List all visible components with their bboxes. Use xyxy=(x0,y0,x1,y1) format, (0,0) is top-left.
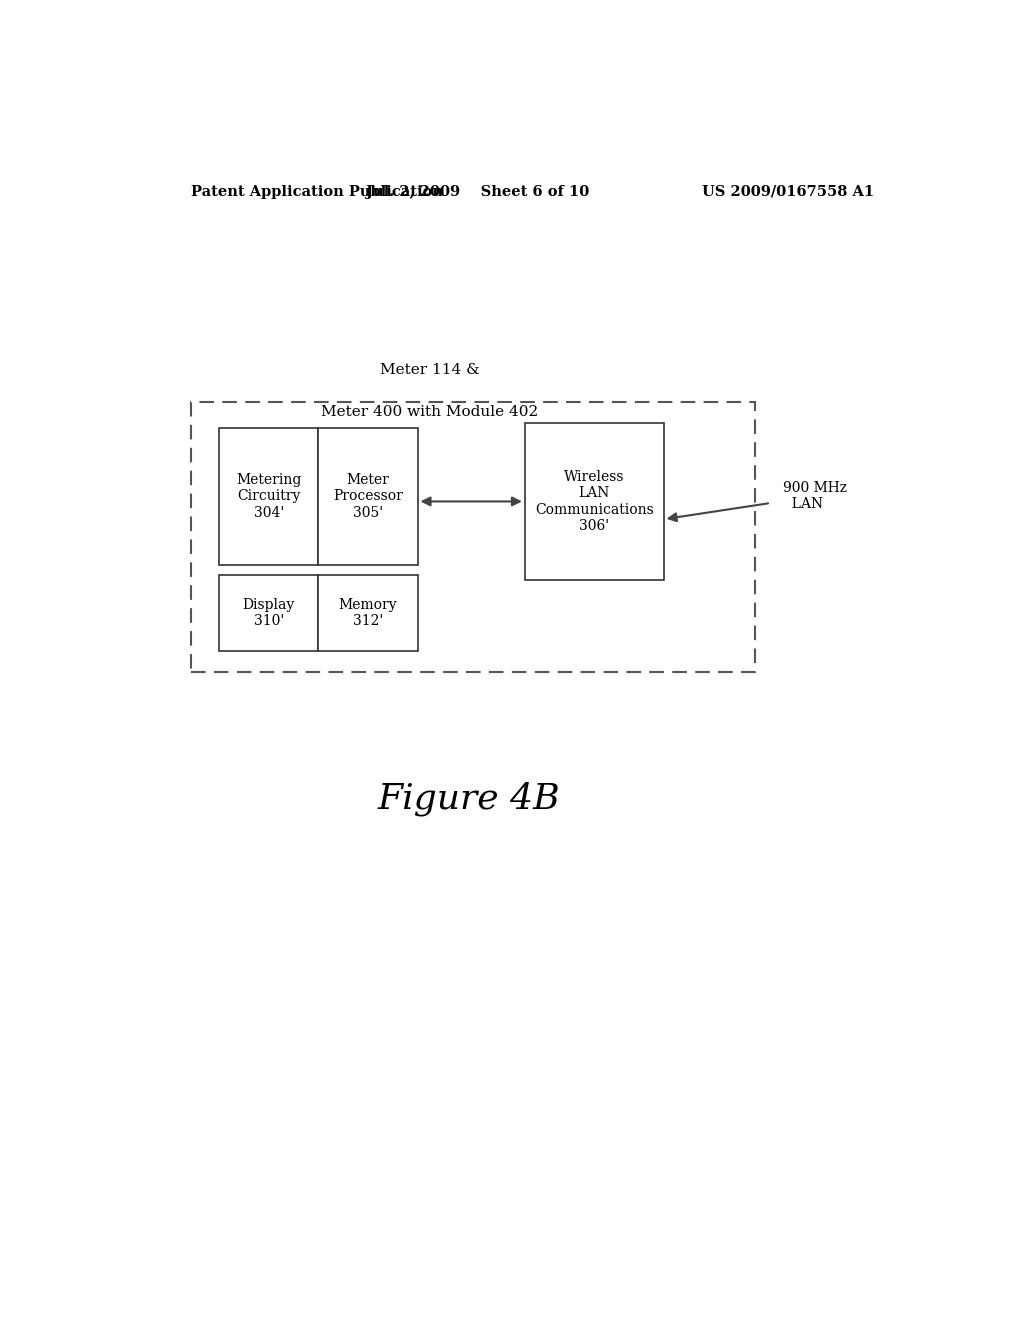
Bar xyxy=(219,576,318,651)
Bar xyxy=(318,576,418,651)
Text: 900 MHz
  LAN: 900 MHz LAN xyxy=(782,480,847,511)
Text: Wireless
LAN
Communications
306': Wireless LAN Communications 306' xyxy=(535,470,653,533)
Bar xyxy=(191,403,755,672)
Text: Metering
Circuitry
304': Metering Circuitry 304' xyxy=(237,473,301,520)
Bar xyxy=(219,428,318,565)
Text: Memory
312': Memory 312' xyxy=(339,598,397,628)
Bar xyxy=(524,422,664,581)
Text: Jul. 2, 2009    Sheet 6 of 10: Jul. 2, 2009 Sheet 6 of 10 xyxy=(366,185,589,199)
Text: Figure 4B: Figure 4B xyxy=(378,781,560,816)
Text: Meter
Processor
305': Meter Processor 305' xyxy=(333,473,403,520)
Text: US 2009/0167558 A1: US 2009/0167558 A1 xyxy=(701,185,873,199)
Text: Display
310': Display 310' xyxy=(243,598,295,628)
Text: Patent Application Publication: Patent Application Publication xyxy=(191,185,443,199)
Text: Meter 114 &: Meter 114 & xyxy=(380,363,479,378)
Bar xyxy=(318,428,418,565)
Text: Meter 400 with Module 402: Meter 400 with Module 402 xyxy=(321,405,539,420)
